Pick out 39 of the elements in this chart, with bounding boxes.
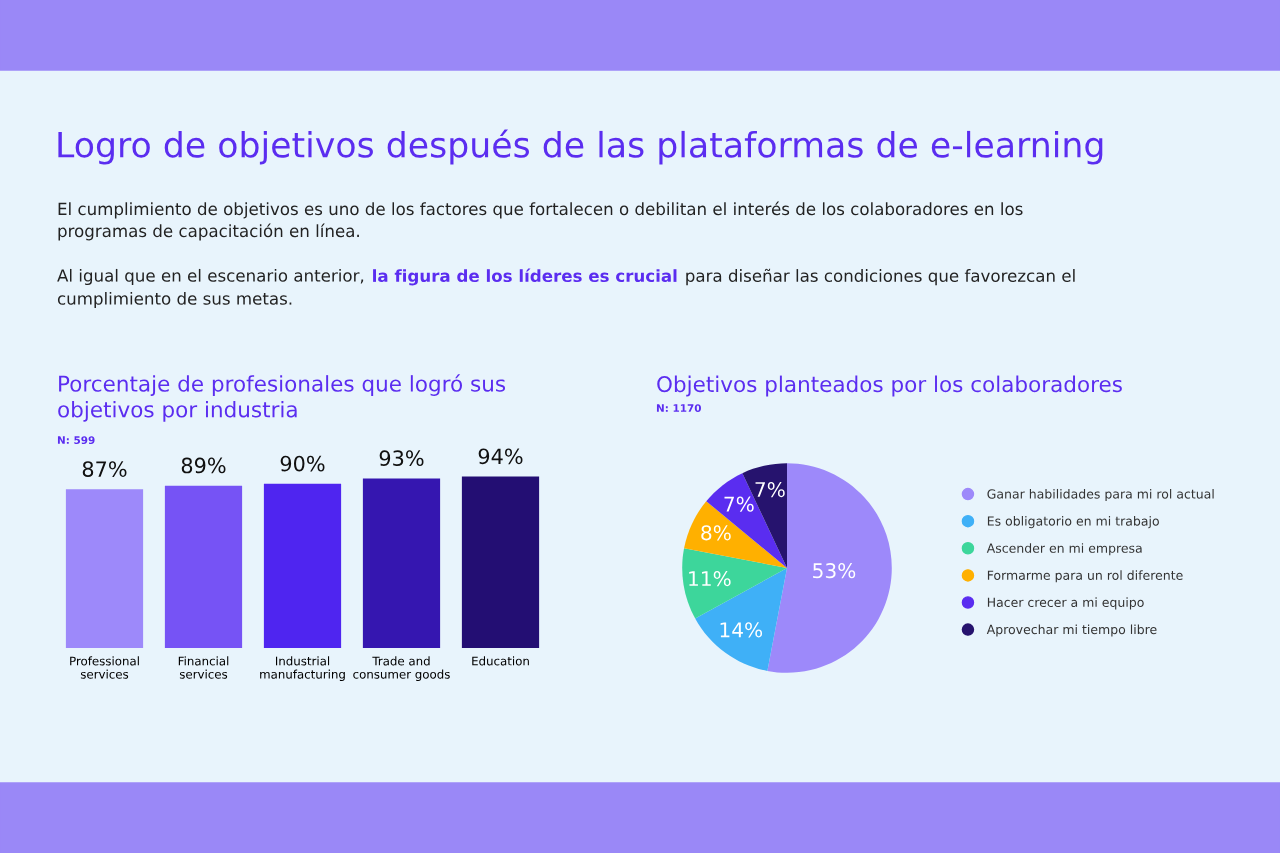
data-label: 8%	[701, 525, 731, 541]
x-tick-label: Education	[472, 656, 529, 666]
x-tick-label: Industrial manufacturing	[260, 656, 345, 681]
text: la figura de los líderes es crucial	[373, 268, 677, 286]
x-tick-label: Professional services	[70, 656, 139, 679]
legend-label: Aprovechar mi tiempo libre	[986, 624, 1157, 637]
data-label: 11%	[689, 570, 731, 587]
x-tick-label: Trade and consumer goods	[353, 656, 450, 681]
legend-label: Hacer crecer a mi equipo	[987, 597, 1144, 610]
bar	[65, 489, 144, 648]
legend-label: Ascender en mi empresa	[986, 543, 1142, 556]
data-label: 7%	[755, 481, 785, 498]
text: Logro de objetivos después de las plataformas de e-learning	[58, 129, 1103, 165]
data-label: 90%	[280, 455, 325, 472]
legend-label: Ganar habilidades para mi rol actual	[987, 488, 1214, 502]
data-label: 93%	[379, 450, 424, 467]
x-tick-label: Financial services	[178, 656, 229, 679]
chart-title: Objetivos planteados por los colaboradores	[657, 375, 1122, 397]
bar	[164, 485, 243, 648]
data-label: 89%	[181, 457, 226, 474]
pie-slice	[682, 548, 787, 619]
text: Al igual que en el escenario anterior,	[57, 268, 364, 286]
legend-label: Es obligatorio en mi trabajo	[987, 516, 1159, 529]
data-label: 14%	[720, 622, 763, 638]
chart-subtitle: N: 1170	[656, 404, 701, 413]
text: El cumplimiento de objetivos es uno de los factores que fortalecen o debilitan el interés de los colaboradores en los	[58, 201, 1023, 219]
data-label: 87%	[82, 461, 127, 477]
text: para diseñar las condiciones que favorezcan el	[686, 268, 1075, 286]
legend-label: Formarme para un rol diferente	[987, 570, 1183, 583]
bar	[362, 478, 441, 648]
text: programas de capacitación en línea.	[58, 223, 359, 241]
data-label: 94%	[478, 448, 523, 465]
text: cumplimiento de sus metas.	[57, 291, 292, 309]
chart-title: Porcentaje de profesionales que logró sus objetivos por industria	[58, 374, 506, 422]
bar	[461, 476, 540, 648]
bar	[263, 483, 342, 648]
data-label: 53%	[813, 563, 856, 579]
chart-subtitle: N: 599	[57, 436, 95, 445]
data-label: 7%	[724, 496, 754, 512]
